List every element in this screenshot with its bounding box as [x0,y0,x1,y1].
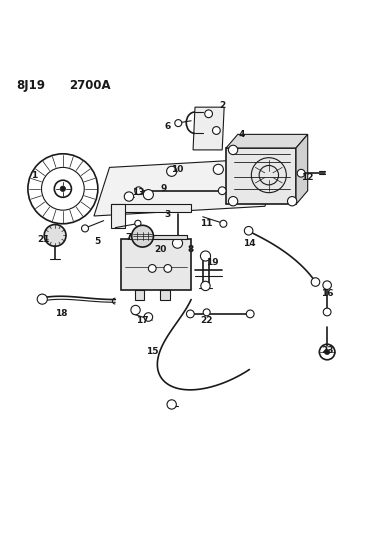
Circle shape [213,164,223,174]
Text: 15: 15 [146,348,158,357]
Text: 11: 11 [200,219,213,228]
Polygon shape [226,134,308,148]
Text: 23: 23 [321,345,333,354]
Text: 12: 12 [301,173,314,182]
Circle shape [186,310,194,318]
Polygon shape [193,107,224,150]
Circle shape [323,281,331,289]
Polygon shape [112,204,191,212]
Circle shape [245,227,253,235]
Circle shape [124,192,134,201]
Text: 14: 14 [243,239,256,248]
Circle shape [164,264,172,272]
Text: 10: 10 [171,165,184,174]
Text: 1: 1 [30,171,37,180]
Circle shape [201,281,210,290]
Circle shape [82,225,89,232]
Circle shape [167,400,176,409]
Text: 2700A: 2700A [69,78,110,92]
Text: 4: 4 [238,130,245,139]
Circle shape [324,349,330,355]
Circle shape [135,220,141,227]
Polygon shape [296,134,308,204]
Circle shape [203,309,210,316]
Circle shape [229,146,238,155]
Text: 3: 3 [165,209,171,219]
Circle shape [311,278,320,286]
Circle shape [297,169,305,177]
Circle shape [218,187,226,195]
Text: 5: 5 [95,237,101,246]
Polygon shape [94,158,280,216]
Polygon shape [160,290,170,300]
Circle shape [287,197,297,206]
Circle shape [148,264,156,272]
Circle shape [220,220,227,227]
Circle shape [167,166,177,176]
Text: 19: 19 [206,258,219,267]
Circle shape [229,197,238,206]
Circle shape [246,310,254,318]
Circle shape [200,251,211,261]
Circle shape [143,190,153,200]
Circle shape [172,238,183,248]
Text: 2: 2 [219,101,225,110]
Circle shape [131,305,140,314]
Text: 16: 16 [321,289,333,298]
Text: 8J19: 8J19 [16,78,45,92]
Text: 7: 7 [126,233,132,242]
Circle shape [132,225,153,247]
Text: 22: 22 [200,317,213,326]
Circle shape [205,110,213,118]
Circle shape [135,187,142,195]
Circle shape [60,186,66,191]
Text: 18: 18 [55,309,67,318]
Text: 21: 21 [37,235,50,244]
Circle shape [175,119,182,127]
Circle shape [323,308,331,316]
Circle shape [213,127,220,134]
Text: 8: 8 [188,245,194,254]
Polygon shape [112,204,125,228]
Circle shape [144,313,152,321]
Text: 13: 13 [132,188,145,197]
Text: 20: 20 [154,245,166,254]
Polygon shape [135,290,144,300]
Text: 6: 6 [165,122,171,131]
Circle shape [44,224,66,246]
Polygon shape [226,148,296,204]
Text: 9: 9 [161,184,167,193]
Polygon shape [129,235,187,239]
Text: 17: 17 [136,317,149,326]
Circle shape [37,294,47,304]
Polygon shape [121,239,191,290]
